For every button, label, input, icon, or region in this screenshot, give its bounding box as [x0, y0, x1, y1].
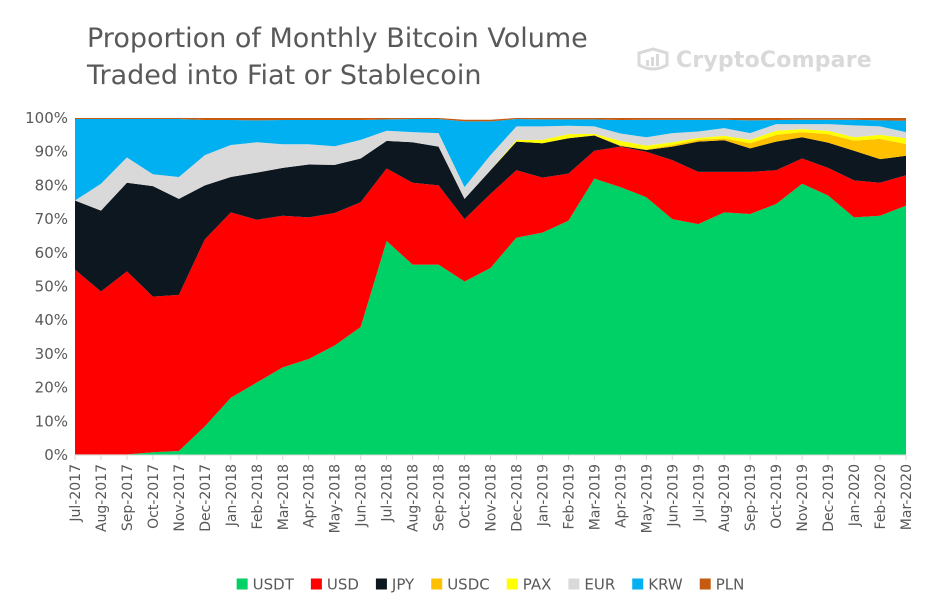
- x-tick-label: Jan-2020: [847, 464, 863, 527]
- legend-swatch: [310, 578, 322, 590]
- legend-item-krw: KRW: [632, 576, 683, 594]
- y-tick-label: 60%: [35, 244, 68, 262]
- x-tick-label: Nov-2018: [484, 464, 500, 532]
- plot-areas: [75, 118, 906, 455]
- y-tick-label: 70%: [35, 210, 68, 228]
- legend-swatch: [375, 578, 387, 590]
- chart-title-line-2: Traded into Fiat or Stablecoin: [87, 60, 482, 91]
- y-axis: 0% 10% 20% 30% 40% 50% 60% 70% 80% 90% 100%: [25, 109, 68, 464]
- x-tick-label: Feb-2020: [873, 464, 889, 529]
- x-tick-label: Jun-2018: [354, 464, 370, 528]
- legend-label: PAX: [523, 576, 552, 594]
- legend-item-usd: USD: [310, 576, 359, 594]
- x-tick-label: Jul-2017: [68, 464, 84, 523]
- y-tick-label: 90%: [35, 143, 68, 161]
- x-tick-label: Feb-2018: [250, 464, 266, 529]
- x-tick-label: May-2019: [639, 464, 655, 533]
- area-series-usdc: [75, 132, 906, 211]
- y-tick-label: 10%: [35, 412, 68, 430]
- legend-item-eur: EUR: [568, 576, 615, 594]
- x-tick-label: Jul-2018: [380, 464, 396, 523]
- legend-label: USDT: [253, 576, 295, 594]
- x-axis: Jul-2017 Aug-2017 Sep-2017 Oct-2017 Nov-2017…: [68, 454, 915, 533]
- x-tick-label: Oct-2018: [458, 464, 474, 529]
- x-tick-label: Sep-2018: [432, 464, 448, 531]
- y-tick-label: 50%: [35, 278, 68, 296]
- chart-title-line-1: Proportion of Monthly Bitcoin Volume: [87, 23, 588, 54]
- x-tick-label: Dec-2017: [198, 464, 214, 532]
- area-series-pln: [75, 118, 906, 122]
- x-tick-label: Apr-2018: [302, 464, 318, 528]
- x-tick-label: Apr-2019: [613, 464, 629, 528]
- legend-label: EUR: [584, 576, 615, 594]
- legend-label: KRW: [648, 576, 683, 594]
- legend-item-usdc: USDC: [431, 576, 490, 594]
- legend-label: USD: [327, 576, 359, 594]
- x-tick-label: Oct-2019: [769, 464, 785, 529]
- area-series-eur: [75, 124, 906, 211]
- chart-title: Proportion of Monthly Bitcoin Volume Tra…: [87, 20, 607, 94]
- x-tick-label: Aug-2018: [406, 464, 422, 532]
- x-tick-label: May-2018: [328, 464, 344, 533]
- x-tick-label: Aug-2017: [94, 464, 110, 532]
- legend-label: PLN: [716, 576, 745, 594]
- y-tick-label: 100%: [25, 109, 68, 127]
- y-tick-label: 80%: [35, 176, 68, 194]
- brand-name: CryptoCompare: [676, 47, 872, 73]
- area-series-krw: [75, 119, 906, 201]
- legend-item-usdt: USDT: [236, 576, 295, 594]
- legend-item-pln: PLN: [699, 576, 745, 594]
- legend-swatch: [236, 578, 248, 590]
- x-tick-label: Nov-2019: [795, 464, 811, 532]
- x-tick-label: Nov-2017: [172, 464, 188, 532]
- x-tick-label: Sep-2017: [120, 464, 136, 531]
- x-tick-label: Feb-2019: [561, 464, 577, 529]
- legend-item-jpy: JPY: [375, 576, 415, 594]
- legend-swatch: [431, 578, 443, 590]
- x-tick-label: Mar-2018: [276, 464, 292, 530]
- y-tick-label: 20%: [35, 379, 68, 397]
- brand-logo: CryptoCompare: [636, 44, 872, 76]
- legend-swatch: [699, 578, 711, 590]
- x-tick-label: Jun-2019: [665, 464, 681, 528]
- area-series-usd: [75, 146, 906, 455]
- x-tick-label: Aug-2019: [717, 464, 733, 532]
- x-tick-label: Mar-2019: [587, 464, 603, 530]
- x-tick-label: Jul-2019: [691, 464, 707, 523]
- x-tick-label: Oct-2017: [146, 464, 162, 529]
- legend-label: USDC: [447, 576, 490, 594]
- x-tick-label: Dec-2019: [821, 464, 837, 532]
- area-series-jpy: [75, 135, 906, 297]
- y-tick-label: 40%: [35, 311, 68, 329]
- x-tick-label: Dec-2018: [509, 464, 525, 532]
- legend-swatch: [632, 578, 644, 590]
- legend: USDT USD JPY USDC PAX EUR KRW PLN: [236, 576, 745, 594]
- x-tick-label: Jan-2019: [535, 464, 551, 527]
- legend-swatch: [568, 578, 580, 590]
- x-tick-label: Sep-2019: [743, 464, 759, 531]
- legend-swatch: [506, 578, 518, 590]
- cryptocompare-logo-icon: [637, 47, 669, 71]
- x-tick-label: Jan-2018: [224, 464, 240, 527]
- legend-label: JPY: [391, 576, 415, 594]
- y-tick-label: 30%: [35, 345, 68, 363]
- x-tick-label: Mar-2020: [899, 464, 915, 530]
- y-tick-label: 0%: [44, 446, 68, 464]
- area-series-usdt: [75, 178, 906, 455]
- legend-item-pax: PAX: [506, 576, 552, 594]
